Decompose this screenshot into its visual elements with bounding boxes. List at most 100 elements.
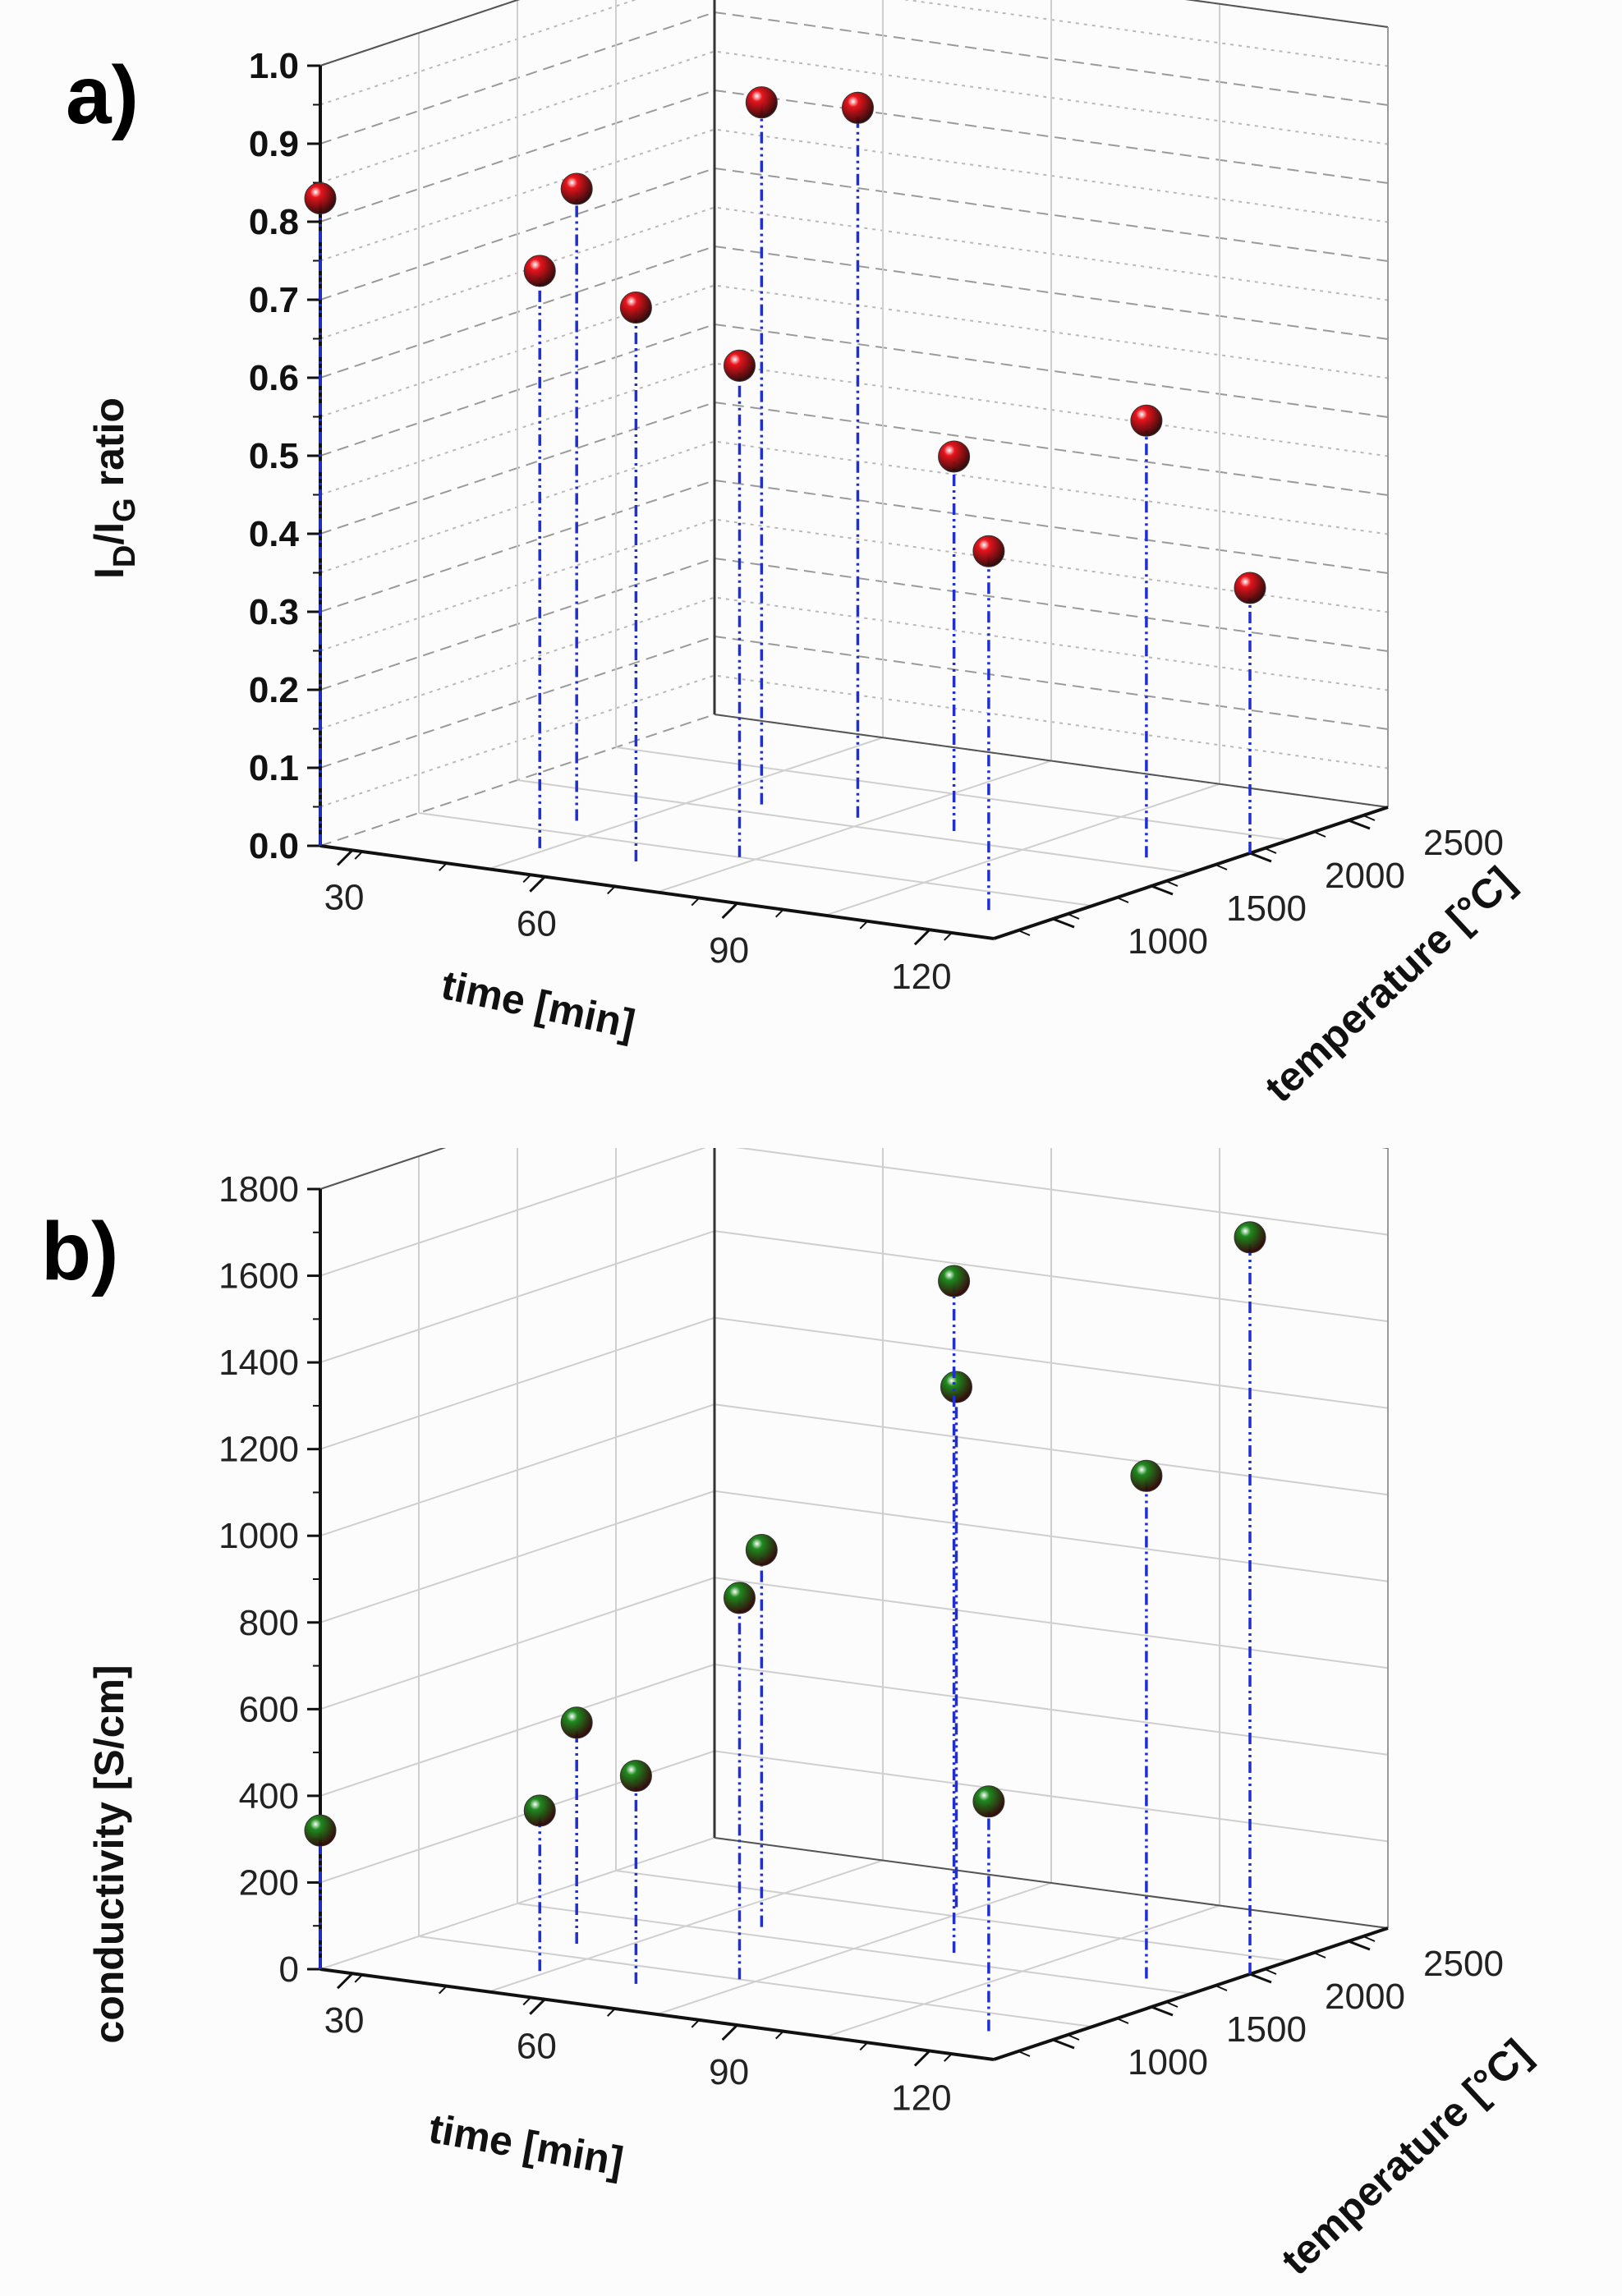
z-tick-label: 1400 (218, 1343, 299, 1383)
y-tick (1052, 917, 1075, 929)
x-axis-line (319, 844, 995, 940)
axes-a (319, 0, 1389, 940)
chart-a: 0.0 0.1 0.2 0.3 0.4 0.5 0.6 0.7 0.8 0.9 1.0 30 60 90 1… (66, 0, 1523, 1111)
y-tick-minor (1165, 2001, 1179, 2008)
x-tick-minor (439, 862, 448, 871)
y-tick (1249, 852, 1272, 863)
grid-line-z (319, 167, 1389, 301)
z-tick-label: 0.2 (249, 670, 299, 710)
y-tick-minor (1264, 847, 1277, 854)
y-tick-label: 2000 (1325, 1977, 1405, 2017)
grid-line-z (319, 1148, 1388, 1190)
y-tick-label: 1500 (1226, 889, 1307, 929)
z-tick-label: 600 (239, 1689, 299, 1729)
x-tick-label: 30 (324, 2000, 365, 2041)
axes-b (319, 1148, 1389, 2061)
y-axis-title-b: temperature [°C] (1272, 2031, 1539, 2285)
x-tick-minor (775, 2030, 784, 2040)
x-tick (336, 1972, 354, 1990)
x-tick-minor (354, 851, 363, 860)
z-axis-title-a-tail: ratio (86, 397, 132, 498)
x-tick-minor (691, 897, 700, 907)
points-b (304, 1221, 1266, 2032)
x-tick-label: 60 (517, 2027, 557, 2067)
y-tick-label: 1500 (1226, 2009, 1307, 2050)
z-tick-label: 0.5 (249, 436, 299, 476)
panel-label-a: a) (66, 49, 139, 141)
x-axis-title-a: time [min] (438, 962, 639, 1047)
grid-line-z-minor (319, 674, 1389, 808)
grid-line-z (319, 1663, 1389, 1797)
y-tick-minor (1018, 930, 1031, 936)
z-axis-title-a-slash: /I (86, 522, 132, 545)
grid-line-z (319, 1750, 1389, 1884)
data-point-9 (1130, 1459, 1163, 1492)
x-axis-line (319, 1968, 995, 2061)
data-point-7 (938, 1265, 971, 1297)
z-axis-title-a-main: I (86, 567, 132, 579)
y-tick (1348, 819, 1371, 830)
grid-line-z (319, 11, 1389, 145)
grid-line-z (319, 1316, 1389, 1450)
x-tick-label: 120 (891, 957, 951, 997)
z-tick-label: 800 (239, 1603, 299, 1643)
z-tick-label: 1000 (218, 1516, 299, 1556)
z-axis-title-a-sub1: D (108, 545, 142, 567)
z-tick-label: 0.3 (249, 592, 299, 632)
grid-line-z (319, 635, 1389, 769)
y-tick-label: 1000 (1128, 921, 1208, 962)
data-point-10 (1234, 572, 1266, 604)
data-point-1 (560, 1706, 593, 1739)
x-tick (721, 2024, 738, 2041)
x-tick-label: 120 (891, 2078, 951, 2119)
grid-line-z (319, 479, 1389, 613)
x-tick-label: 90 (709, 2052, 749, 2092)
z-axis-title-a: ID/IG ratio (86, 397, 142, 579)
x-tick-minor (859, 2041, 868, 2051)
z-tick-label: 1.0 (249, 46, 299, 86)
panel-a: 0.0 0.1 0.2 0.3 0.4 0.5 0.6 0.7 0.8 0.9 1.0 30 60 90 1… (66, 0, 1523, 1112)
x-tick (336, 849, 354, 866)
grid-a (319, 0, 1389, 916)
grid-line-z-minor (319, 518, 1389, 652)
y-tick-minor (1116, 2018, 1129, 2024)
grid-line-z (319, 1577, 1389, 1711)
x-tick (529, 1998, 546, 2015)
grid-line-z (319, 557, 1389, 691)
data-point-5 (841, 91, 874, 124)
grid-line-floor-t (825, 1904, 1220, 2038)
data-point-9 (1130, 404, 1163, 437)
grid-line-z (319, 1230, 1389, 1364)
y-tick (1052, 2038, 1075, 2050)
x-tick-minor (859, 921, 868, 930)
chart-b: 0 200 400 600 800 1000 1200 1400 1600 1800 30 60 90 1… (41, 1148, 1539, 2285)
x-tick-minor (439, 1985, 448, 1995)
grid-line-z (319, 0, 1389, 67)
grid-line-z (319, 1148, 1389, 1277)
x-tick-minor (607, 2008, 616, 2017)
floor-back-edge (714, 714, 1389, 808)
y-tick (1151, 884, 1174, 896)
z-tick-label: 1800 (218, 1169, 299, 1210)
y-tick-minor (1362, 815, 1376, 821)
top-edge (319, 1148, 1388, 1190)
x-tick-minor (691, 2019, 700, 2028)
grid-line-floor-t (825, 783, 1220, 916)
grid-b (319, 1148, 1389, 2038)
grid-line-z-minor (319, 206, 1389, 340)
y-tick-label: 1000 (1128, 2042, 1208, 2082)
grid-line-z (319, 89, 1389, 223)
top-edge (319, 0, 1389, 67)
y-tick (1249, 1972, 1272, 1984)
y-tick-minor (1215, 864, 1228, 870)
y-tick-label: 2500 (1423, 1944, 1504, 1984)
y-tick (1348, 1940, 1371, 1951)
data-point-8 (972, 1785, 1005, 1818)
x-tick (913, 929, 930, 946)
z-tick-label: 0 (279, 1949, 299, 1990)
y-tick-minor (1362, 1936, 1376, 1942)
data-point-5 (940, 1371, 972, 1403)
data-point-6 (723, 349, 756, 382)
grid-line-z (319, 245, 1389, 379)
x-tick (721, 902, 738, 920)
